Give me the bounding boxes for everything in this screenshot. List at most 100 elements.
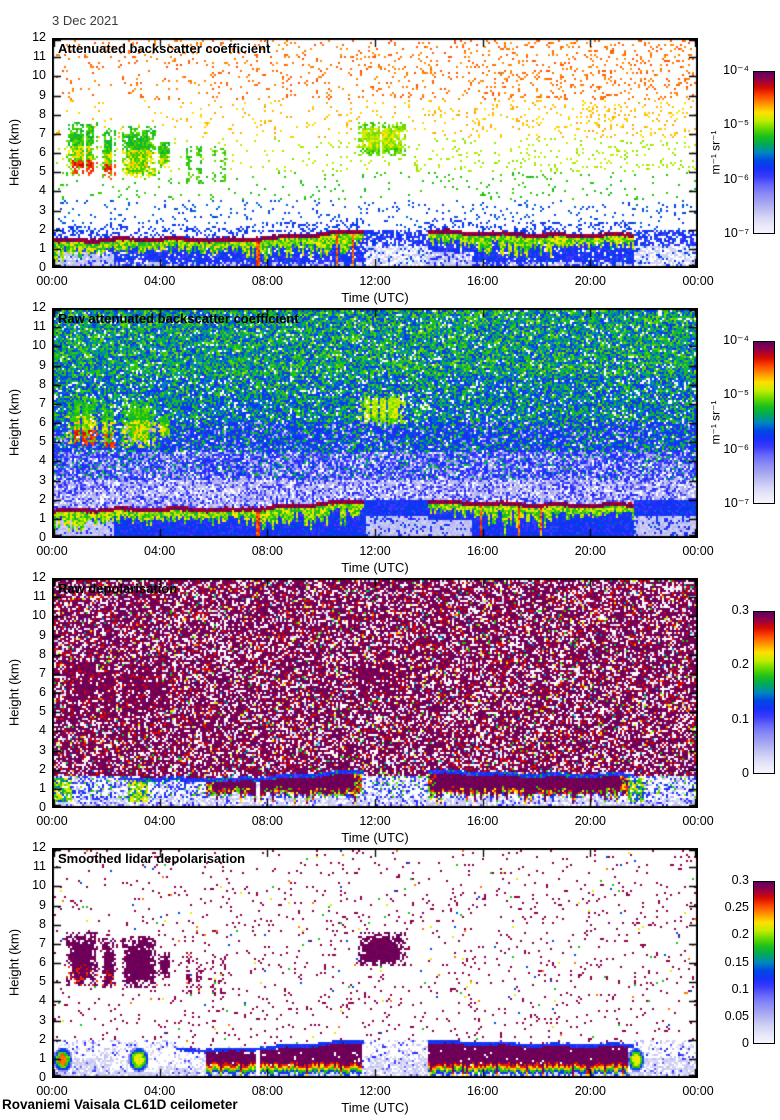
x-tick-label: 20:00 xyxy=(574,814,606,828)
colorbar-tick-label: 0.3 xyxy=(731,873,749,887)
y-axis-label: Height (km) xyxy=(6,928,22,997)
x-tick-label: 00:00 xyxy=(36,274,68,288)
x-tick-label: 20:00 xyxy=(574,544,606,558)
y-tick-label: 10 xyxy=(32,608,46,623)
y-tick-label: 3 xyxy=(39,472,46,487)
y-tick-label: 2 xyxy=(39,761,46,776)
x-tick-label: 16:00 xyxy=(467,274,499,288)
colorbar-tick-label: 10⁻⁷ xyxy=(723,226,749,240)
x-tick-label: 16:00 xyxy=(467,814,499,828)
y-tick-label: 12 xyxy=(32,300,46,314)
y-tick-label: 9 xyxy=(39,87,46,102)
y-tick-label: 4 xyxy=(39,723,46,738)
x-tick-label: 00:00 xyxy=(36,544,68,558)
heatmap-smoothed_depol xyxy=(52,848,698,1078)
y-tick-label: 0 xyxy=(39,530,46,544)
x-tick-label: 08:00 xyxy=(251,1084,283,1098)
colorbar-tick-label: 10⁻⁴ xyxy=(723,333,749,347)
y-tick-label: 4 xyxy=(39,183,46,198)
y-tick-label: 10 xyxy=(32,338,46,353)
x-tick-label: 08:00 xyxy=(251,544,283,558)
x-axis-label: Time (UTC) xyxy=(341,290,409,305)
y-tick-label: 8 xyxy=(39,106,46,121)
colorbar-tick-label: 0.1 xyxy=(731,711,749,726)
heatmap-sparse_speckle xyxy=(52,38,698,268)
colorbar-dense_noise xyxy=(753,341,775,504)
colorbar-unit-label: m⁻¹ sr⁻¹ xyxy=(708,130,723,174)
x-axis-label: Time (UTC) xyxy=(341,830,409,845)
colorbar-tick-label: 0 xyxy=(742,766,749,780)
y-tick-label: 1 xyxy=(39,780,46,795)
x-tick-label: 12:00 xyxy=(359,814,391,828)
panel-title-1: Raw attenuated backscatter coefficient xyxy=(58,311,299,326)
colorbar-tick-label: 0.1 xyxy=(731,981,749,996)
colorbar-tick-label: 0 xyxy=(742,1036,749,1050)
y-axis-label: Height (km) xyxy=(6,388,22,457)
y-tick-label: 11 xyxy=(33,49,46,64)
x-tick-label: 00:00 xyxy=(682,274,714,288)
x-tick-label: 00:00 xyxy=(682,544,714,558)
colorbar-tick-label: 0.15 xyxy=(724,954,749,969)
colorbar-tick-label: 10⁻⁶ xyxy=(723,441,749,456)
y-tick-label: 9 xyxy=(39,627,46,642)
x-tick-label: 12:00 xyxy=(359,544,391,558)
x-tick-label: 04:00 xyxy=(144,814,176,828)
y-tick-label: 5 xyxy=(39,704,46,719)
y-tick-label: 8 xyxy=(39,376,46,391)
x-tick-label: 00:00 xyxy=(682,1084,714,1098)
y-tick-label: 9 xyxy=(39,357,46,372)
x-tick-label: 16:00 xyxy=(467,544,499,558)
colorbar-tick-label: 0.25 xyxy=(724,900,749,915)
x-tick-label: 20:00 xyxy=(574,274,606,288)
y-tick-label: 11 xyxy=(33,589,46,604)
panel-title-0: Attenuated backscatter coefficient xyxy=(58,41,271,56)
colorbar-tick-label: 10⁻⁴ xyxy=(723,63,749,77)
y-tick-label: 2 xyxy=(39,491,46,506)
colorbar-tick-label: 10⁻⁵ xyxy=(723,387,749,402)
colorbar-tick-label: 10⁻⁷ xyxy=(723,496,749,510)
x-tick-label: 16:00 xyxy=(467,1084,499,1098)
y-tick-label: 0 xyxy=(39,1070,46,1084)
x-tick-label: 20:00 xyxy=(574,1084,606,1098)
colorbar-unit-label: m⁻¹ sr⁻¹ xyxy=(708,400,723,444)
y-tick-label: 8 xyxy=(39,646,46,661)
colorbar-tick-label: 0.3 xyxy=(731,603,749,617)
y-tick-label: 0 xyxy=(39,260,46,274)
heatmap-dense_noise xyxy=(52,308,698,538)
colorbar-tick-label: 10⁻⁵ xyxy=(723,117,749,132)
y-tick-label: 12 xyxy=(32,570,46,584)
x-tick-label: 08:00 xyxy=(251,274,283,288)
y-tick-label: 3 xyxy=(39,202,46,217)
y-tick-label: 1 xyxy=(39,1050,46,1065)
x-axis-label: Time (UTC) xyxy=(341,560,409,575)
y-tick-label: 1 xyxy=(39,240,46,255)
panel-title-3: Smoothed lidar depolarisation xyxy=(58,851,246,866)
y-tick-label: 7 xyxy=(39,395,46,410)
x-tick-label: 04:00 xyxy=(144,544,176,558)
x-tick-label: 12:00 xyxy=(359,1084,391,1098)
y-tick-label: 8 xyxy=(39,916,46,931)
y-tick-label: 10 xyxy=(32,878,46,893)
colorbar-tick-label: 0.2 xyxy=(731,927,749,942)
y-tick-label: 11 xyxy=(33,319,46,334)
x-tick-label: 00:00 xyxy=(682,814,714,828)
y-tick-label: 4 xyxy=(39,993,46,1008)
y-tick-label: 2 xyxy=(39,1031,46,1046)
y-tick-label: 10 xyxy=(32,68,46,83)
y-tick-label: 5 xyxy=(39,974,46,989)
colorbar-tick-label: 10⁻⁶ xyxy=(723,171,749,186)
x-tick-label: 12:00 xyxy=(359,274,391,288)
y-tick-label: 3 xyxy=(39,742,46,757)
y-tick-label: 6 xyxy=(39,685,46,699)
y-tick-label: 6 xyxy=(39,415,46,429)
y-tick-label: 0 xyxy=(39,800,46,814)
y-axis-label: Height (km) xyxy=(6,118,22,187)
x-tick-label: 04:00 xyxy=(144,274,176,288)
x-axis-label: Time (UTC) xyxy=(341,1100,409,1115)
y-tick-label: 7 xyxy=(39,935,46,950)
colorbar-tick-label: 0.2 xyxy=(731,657,749,672)
y-tick-label: 6 xyxy=(39,145,46,159)
x-tick-label: 00:00 xyxy=(36,1084,68,1098)
y-tick-label: 7 xyxy=(39,125,46,140)
